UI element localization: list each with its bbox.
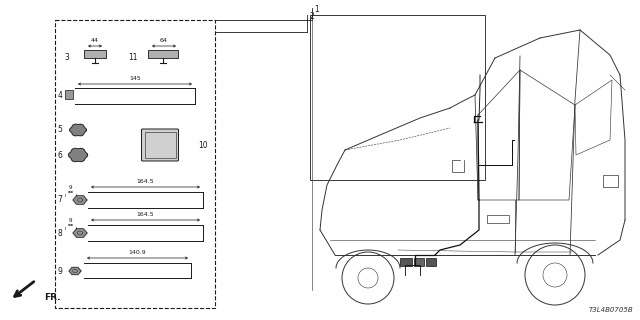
Text: 9: 9 [57,267,62,276]
Bar [55,20,215,308]
Text: 10: 10 [198,140,208,149]
Polygon shape [69,268,81,275]
Text: 64: 64 [160,38,168,43]
Text: 6: 6 [57,150,62,159]
Text: 145: 145 [129,76,141,81]
Text: 3: 3 [64,53,69,62]
Text: FR.: FR. [44,293,61,302]
Bar [84,50,106,58]
Text: 9: 9 [68,218,72,223]
FancyBboxPatch shape [141,129,179,161]
Text: 9: 9 [68,185,72,190]
Text: 140.9: 140.9 [129,250,147,255]
Text: 2: 2 [309,12,314,21]
Polygon shape [68,148,88,162]
Polygon shape [73,196,87,204]
Bar [310,15,485,180]
Text: 4: 4 [57,92,62,100]
Text: 5: 5 [57,125,62,134]
Text: 164.5: 164.5 [137,179,154,184]
Text: 8: 8 [57,228,62,237]
Bar [400,258,412,266]
Bar [145,132,175,158]
Text: 1: 1 [314,5,319,14]
Bar [148,50,178,58]
Bar [65,90,73,99]
Text: 7: 7 [57,196,62,204]
Text: 164.5: 164.5 [137,212,154,217]
Text: 11: 11 [129,53,138,62]
Text: T3L4B0705B: T3L4B0705B [588,307,633,313]
Polygon shape [70,124,86,136]
Bar [487,215,509,223]
Bar [426,258,436,266]
Text: 44: 44 [91,38,99,43]
Polygon shape [73,229,87,237]
Bar [603,175,618,187]
Bar [414,258,424,266]
